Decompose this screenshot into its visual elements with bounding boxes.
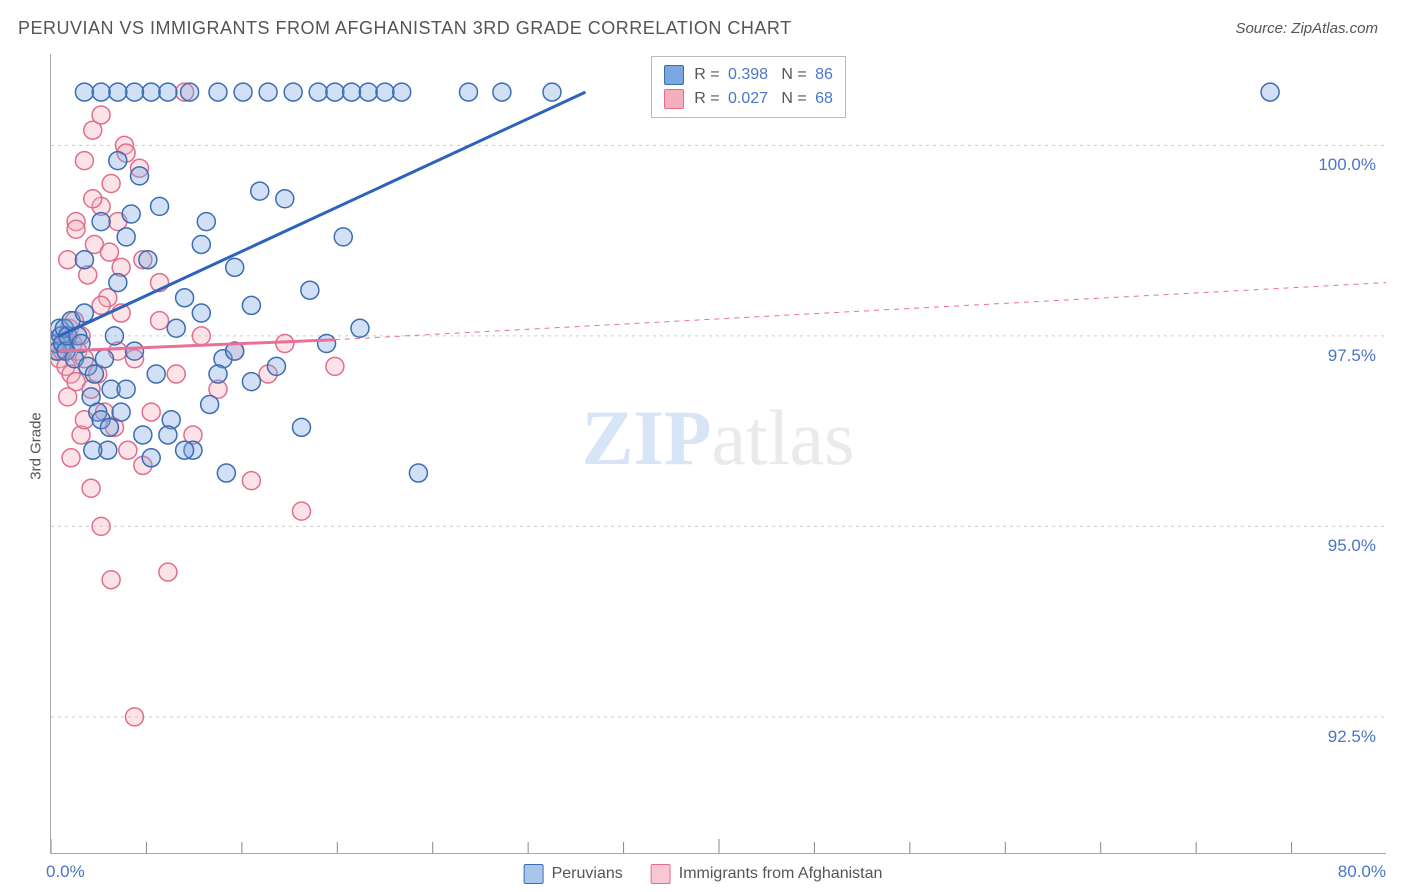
legend-label: Peruvians bbox=[552, 865, 623, 883]
y-tick-label: 100.0% bbox=[1318, 155, 1376, 175]
legend-item: Immigrants from Afghanistan bbox=[651, 864, 883, 884]
legend-swatch bbox=[664, 89, 684, 109]
legend-swatch bbox=[651, 864, 671, 884]
legend-swatch bbox=[664, 65, 684, 85]
source-label: Source: ZipAtlas.com bbox=[1235, 20, 1378, 37]
y-tick-label: 92.5% bbox=[1328, 727, 1376, 747]
legend-row: R = 0.027 N = 68 bbox=[664, 87, 833, 111]
chart-title: PERUVIAN VS IMMIGRANTS FROM AFGHANISTAN … bbox=[18, 18, 792, 39]
y-axis-label: 3rd Grade bbox=[27, 412, 44, 480]
correlation-legend: R = 0.398 N = 86 R = 0.027 N = 68 bbox=[651, 56, 846, 118]
legend-row: R = 0.398 N = 86 bbox=[664, 63, 833, 87]
series-legend: Peruvians Immigrants from Afghanistan bbox=[524, 864, 883, 884]
chart-area: ZIPatlas R = 0.398 N = 86R = 0.027 N = 6… bbox=[50, 54, 1386, 854]
legend-stats: R = 0.398 N = 86 bbox=[694, 66, 833, 84]
x-tick-label: 80.0% bbox=[1338, 862, 1386, 882]
scatter-plot bbox=[50, 54, 1386, 854]
y-tick-label: 95.0% bbox=[1328, 536, 1376, 556]
legend-item: Peruvians bbox=[524, 864, 623, 884]
legend-swatch bbox=[524, 864, 544, 884]
x-tick-label: 0.0% bbox=[46, 862, 85, 882]
legend-label: Immigrants from Afghanistan bbox=[679, 865, 883, 883]
y-tick-label: 97.5% bbox=[1328, 346, 1376, 366]
legend-stats: R = 0.027 N = 68 bbox=[694, 90, 833, 108]
